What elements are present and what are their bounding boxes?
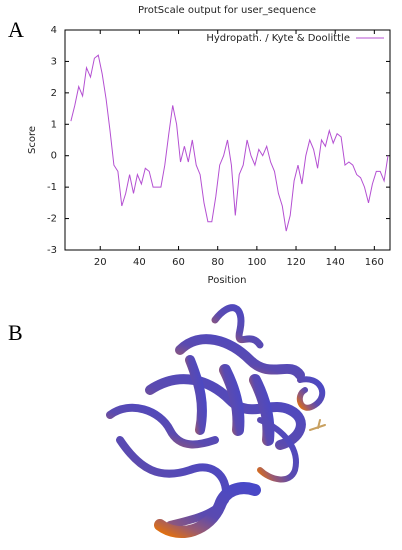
panel-label: B xyxy=(8,320,23,345)
x-tick-label: 20 xyxy=(94,257,107,268)
legend-label: Hydropath. / Kyte & Doolittle xyxy=(206,33,350,44)
panel-label: A xyxy=(8,17,24,42)
plot-frame xyxy=(64,29,391,251)
y-tick-label: 2 xyxy=(51,88,57,99)
y-tick-label: 1 xyxy=(51,119,57,130)
y-tick-label: 0 xyxy=(51,151,57,162)
x-tick-label: 140 xyxy=(326,257,345,268)
y-tick-label: -1 xyxy=(47,182,57,193)
data-line xyxy=(70,54,389,232)
x-tick-label: 120 xyxy=(286,257,305,268)
x-tick-label: 40 xyxy=(133,257,146,268)
y-tick-label: 4 xyxy=(51,25,57,36)
y-tick-label: -2 xyxy=(47,214,57,225)
y-tick-label: 3 xyxy=(51,56,57,67)
x-tick-label: 160 xyxy=(365,257,384,268)
x-tick-label: 60 xyxy=(172,257,185,268)
chart-title: ProtScale output for user_sequence xyxy=(138,5,316,16)
protein-structure xyxy=(106,304,326,539)
y-tick-label: -3 xyxy=(47,245,57,256)
y-axis-label: Score xyxy=(27,126,38,154)
x-tick-label: 80 xyxy=(211,257,224,268)
x-tick-label: 100 xyxy=(247,257,266,268)
x-axis-label: Position xyxy=(208,275,247,286)
